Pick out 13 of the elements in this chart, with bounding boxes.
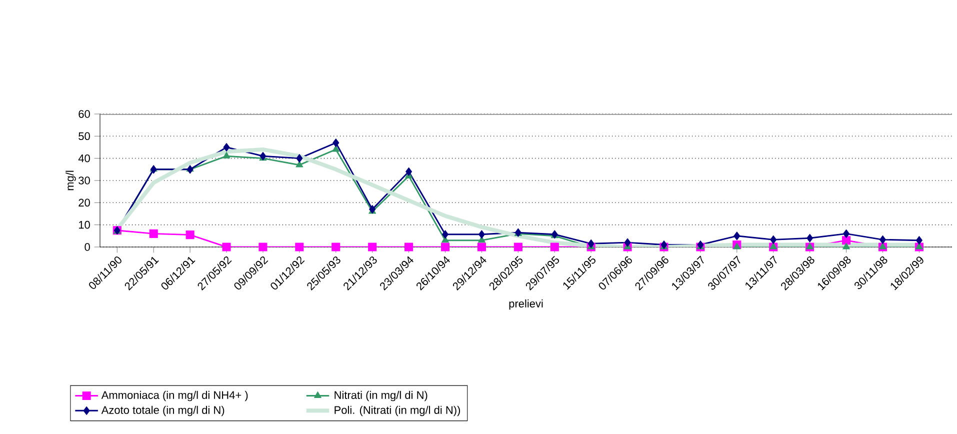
legend-label: Nitrati (in mg/l di N) [334,390,428,402]
y-tick-label: 10 [78,220,90,229]
legend-label: Poli. (Nitrati (in mg/l di N)) [334,406,460,416]
y-tick-label: 60 [78,110,90,118]
legend-label: Azoto totale (in mg/l di N) [101,406,224,416]
legend-label: Ammoniaca (in mg/l di NH4+ ) [101,390,248,402]
y-tick-label: 40 [78,154,90,162]
y-axis-title: mg/l [66,170,76,190]
y-tick-label: 0 [84,243,90,251]
x-axis-title: prelievi [509,299,543,310]
y-tick-label: 20 [78,198,90,207]
y-tick-label: 30 [78,176,90,184]
y-tick-label: 50 [78,132,90,140]
